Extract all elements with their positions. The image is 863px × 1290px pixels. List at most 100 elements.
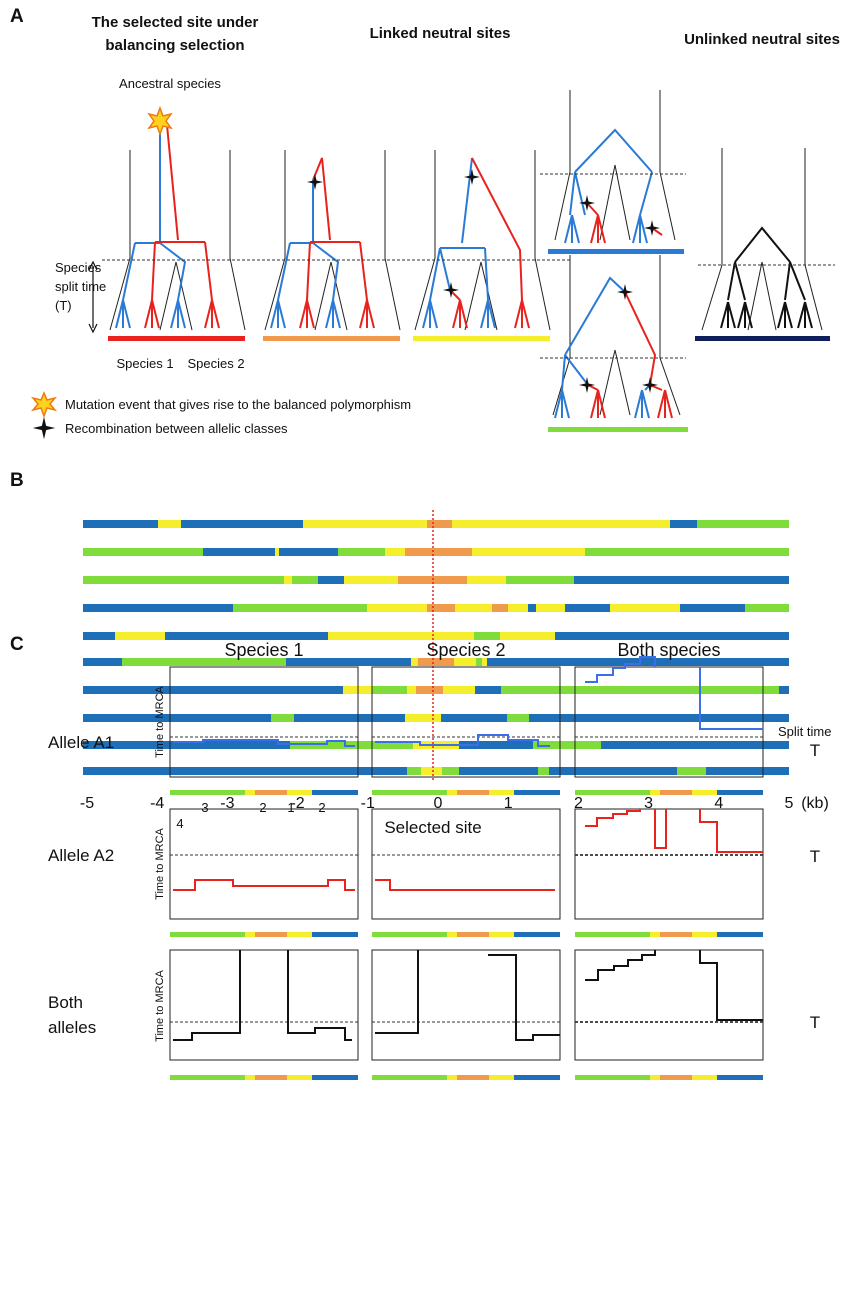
segment: [459, 767, 538, 775]
header: balancing selection: [105, 37, 244, 54]
segment: [779, 686, 789, 694]
segment-bar: [312, 1075, 358, 1080]
segment-bar: [650, 790, 660, 795]
segment-bar: [312, 932, 358, 937]
segment-bar: [447, 1075, 457, 1080]
segment: [367, 604, 427, 612]
axis-unit: (kb): [801, 795, 829, 812]
segment-bar: [457, 790, 489, 795]
segment: [507, 714, 529, 722]
segment-bar: [575, 932, 650, 937]
segment-bar: [692, 790, 717, 795]
segment: [405, 548, 472, 556]
segment: [506, 576, 574, 584]
x-tick-label: 5: [785, 795, 794, 812]
segment: [536, 604, 565, 612]
segment-bar: [660, 1075, 692, 1080]
segment: [83, 604, 233, 612]
segment: [472, 548, 585, 556]
y-axis-label: Time to MRCA: [154, 969, 166, 1041]
segment: [338, 548, 385, 556]
segment: [501, 686, 779, 694]
segment: [528, 604, 536, 612]
segment: [427, 520, 452, 528]
segment: [286, 658, 411, 666]
row-label: Both: [48, 993, 83, 1012]
y-axis-label: Time to MRCA: [154, 827, 166, 899]
segment: [549, 767, 677, 775]
segment: [475, 686, 501, 694]
segment: [443, 686, 475, 694]
segment-bar: [170, 1075, 245, 1080]
segment: [344, 576, 398, 584]
segment: [83, 686, 343, 694]
segment-number: 4: [176, 816, 183, 831]
header: Linked neutral sites: [370, 25, 511, 42]
segment-number: 3: [201, 800, 208, 815]
segment-bar: [287, 1075, 312, 1080]
segment: [508, 604, 528, 612]
segment: [158, 520, 181, 528]
segment: [565, 604, 610, 612]
segment: [165, 632, 328, 640]
segment: [318, 576, 344, 584]
header: The selected site under: [92, 14, 259, 31]
species-label: Species 1: [116, 356, 173, 371]
segment: [574, 576, 789, 584]
segment: [670, 520, 697, 528]
species-label: Species 2: [187, 356, 244, 371]
segment: [328, 632, 474, 640]
t-label: T: [810, 847, 820, 866]
panel-label: B: [10, 470, 24, 491]
row-label: Allele A2: [48, 846, 114, 865]
segment: [555, 632, 789, 640]
segment-bar: [575, 1075, 650, 1080]
split-label: (T): [55, 298, 72, 313]
segment: [455, 604, 492, 612]
segment-bar: [245, 932, 255, 937]
segment-bar: [255, 790, 287, 795]
column-header: Species 1: [224, 640, 303, 660]
segment-bar: [514, 932, 560, 937]
segment: [407, 686, 416, 694]
t-label: T: [810, 1013, 820, 1032]
segment: [83, 576, 284, 584]
segment: [538, 767, 549, 775]
segment: [442, 767, 459, 775]
legend-text: Recombination between allelic classes: [65, 421, 288, 436]
legend-mutation-icon: [33, 393, 55, 416]
segment: [452, 520, 670, 528]
segment-bar: [717, 1075, 763, 1080]
segment-bar: [447, 790, 457, 795]
segment: [697, 520, 789, 528]
segment: [115, 632, 165, 640]
legend-text: Mutation event that gives rise to the ba…: [65, 397, 411, 412]
segment: [680, 604, 745, 612]
column-header: Both species: [617, 640, 720, 660]
segment-number: 1: [287, 800, 294, 815]
segment-bar: [245, 790, 255, 795]
segment: [83, 714, 271, 722]
segment: [271, 714, 294, 722]
tree-1: [108, 108, 245, 341]
segment-bar: [287, 790, 312, 795]
segment: [492, 604, 508, 612]
segment: [529, 714, 789, 722]
tree-5: [540, 255, 688, 432]
segment-bar: [255, 932, 287, 937]
axis-title: Selected site: [384, 818, 481, 837]
segment-bar: [170, 932, 245, 937]
segment: [83, 632, 115, 640]
segment-number: 2: [318, 800, 325, 815]
segment: [745, 604, 789, 612]
segment: [474, 632, 500, 640]
x-tick-label: -5: [80, 795, 94, 812]
segment-bar: [489, 932, 514, 937]
y-axis-label: Time to MRCA: [154, 685, 166, 757]
segment: [421, 767, 442, 775]
panel-label: A: [10, 6, 24, 27]
header: Unlinked neutral sites: [684, 31, 840, 48]
segment: [385, 548, 405, 556]
split-time-label: Split time: [778, 724, 831, 739]
segment: [294, 714, 405, 722]
